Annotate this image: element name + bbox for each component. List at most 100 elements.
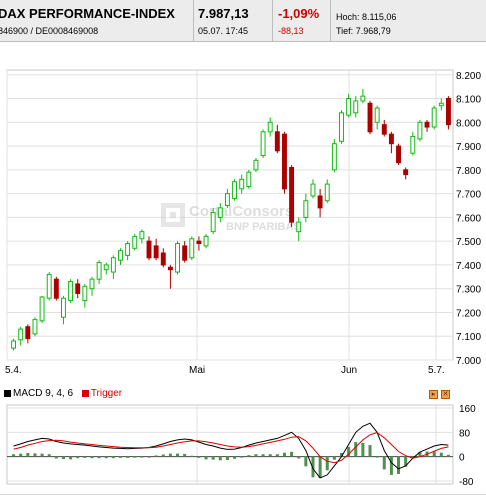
macd-histogram-bar bbox=[61, 456, 65, 460]
price-cell: 7.987,13 05.07. 17:45 bbox=[193, 0, 272, 41]
candle-up bbox=[303, 200, 309, 218]
x-tick-label: 5.4. bbox=[5, 365, 22, 376]
candle-up bbox=[438, 102, 444, 107]
macd-histogram-bar bbox=[147, 456, 151, 458]
price-tick-label: 7.700 bbox=[456, 190, 481, 201]
candle-up bbox=[374, 107, 380, 123]
candle-up bbox=[253, 159, 259, 171]
candle-up bbox=[103, 264, 109, 271]
macd-histogram-bar bbox=[247, 455, 251, 457]
candle-up bbox=[246, 171, 252, 187]
macd-histogram-bar bbox=[446, 454, 450, 457]
macd-histogram-bar bbox=[26, 453, 30, 457]
candle-down bbox=[317, 195, 323, 209]
candle-up bbox=[61, 297, 66, 318]
price-tick-label: 8.100 bbox=[456, 95, 481, 106]
macd-histogram-bar bbox=[83, 456, 87, 458]
price-grid bbox=[6, 69, 454, 361]
macd-histogram-bar bbox=[418, 452, 422, 457]
macd-histogram-bar bbox=[40, 453, 44, 457]
change-cell: -1,09% -88,13 bbox=[272, 0, 330, 41]
macd-swatch bbox=[4, 390, 11, 397]
candle-up bbox=[125, 243, 131, 256]
quote-datetime: 05.07. 17:45 bbox=[198, 26, 249, 36]
candle-up bbox=[296, 221, 302, 233]
candle-down bbox=[282, 133, 287, 190]
range-cell: Hoch: 8.115,06 Tief: 7.968,79 bbox=[330, 0, 486, 41]
candle-up bbox=[110, 257, 116, 273]
low-label: Tief: bbox=[336, 26, 354, 36]
macd-histogram-bar bbox=[318, 456, 322, 478]
watermark-line2: BNP PARIBAS bbox=[226, 221, 301, 233]
close-button[interactable]: ✕ bbox=[441, 390, 450, 399]
candle-up bbox=[32, 319, 38, 335]
trigger-line bbox=[13, 432, 449, 464]
candle-up bbox=[39, 296, 45, 322]
candle-down bbox=[381, 124, 387, 135]
candle-down bbox=[25, 326, 31, 340]
macd-histogram-bar bbox=[140, 456, 144, 458]
instrument-ids: 846900 / DE0008469008 bbox=[0, 26, 99, 36]
macd-histogram-bar bbox=[411, 456, 415, 458]
x-tick-label: 5.7. bbox=[428, 365, 445, 376]
candle-up bbox=[139, 231, 145, 240]
candle-down bbox=[396, 145, 401, 164]
macd-histogram-bar bbox=[176, 453, 180, 457]
candle-up bbox=[203, 235, 209, 247]
price-tick-label: 8.000 bbox=[456, 118, 481, 129]
macd-histogram-bar bbox=[183, 453, 187, 457]
macd-histogram-bar bbox=[347, 446, 351, 457]
macd-histogram-bar bbox=[268, 454, 272, 457]
macd-histogram-bar bbox=[218, 456, 222, 461]
candle-up bbox=[82, 285, 88, 302]
change-absolute: -88,13 bbox=[278, 26, 304, 36]
price-tick-label: 7.600 bbox=[456, 213, 481, 224]
candle-down bbox=[367, 102, 373, 133]
macd-histogram-bar bbox=[161, 454, 165, 457]
macd-histogram-bar bbox=[197, 456, 201, 458]
expand-button[interactable]: ▸ bbox=[429, 390, 438, 399]
candle-up bbox=[18, 328, 24, 341]
price-tick-label: 7.900 bbox=[456, 142, 481, 153]
macd-histogram-bar bbox=[233, 456, 237, 459]
candle-up bbox=[89, 278, 95, 290]
watermark-logo-cutout bbox=[166, 208, 180, 222]
candle-down bbox=[53, 278, 59, 299]
macd-histogram-bar bbox=[311, 456, 315, 478]
candle-up bbox=[417, 121, 423, 140]
macd-tick-label: 80 bbox=[459, 428, 471, 439]
watermark-logo-mark bbox=[161, 203, 185, 227]
candles bbox=[11, 89, 451, 351]
candle-up bbox=[410, 136, 416, 154]
candle-down bbox=[75, 283, 81, 294]
candle-up bbox=[346, 98, 352, 116]
macd-histogram-bar bbox=[111, 456, 115, 459]
macd-histogram-bar bbox=[12, 454, 16, 457]
macd-histogram-bar bbox=[297, 456, 301, 459]
candle-up bbox=[324, 183, 330, 202]
trigger-legend-label: Trigger bbox=[90, 388, 123, 399]
candle-up bbox=[267, 121, 273, 133]
price-tick-label: 8.200 bbox=[456, 71, 481, 82]
macd-lines bbox=[13, 422, 449, 479]
macd-tick-label: 0 bbox=[459, 453, 465, 464]
macd-axis: 160 80 0 -80 bbox=[459, 404, 476, 488]
price-axis: 7.000 7.100 7.200 7.300 7.400 7.500 7.600 7.700… bbox=[5, 71, 481, 376]
macd-histogram-bar bbox=[261, 454, 265, 457]
last-price: 7.987,13 bbox=[198, 6, 249, 21]
candle-up bbox=[118, 250, 123, 261]
macd-histogram bbox=[12, 442, 450, 478]
macd-histogram-bar bbox=[389, 456, 393, 475]
price-tick-label: 7.500 bbox=[456, 237, 481, 248]
candle-up bbox=[431, 107, 437, 128]
low-value: 7.968,79 bbox=[355, 26, 391, 36]
macd-histogram-bar bbox=[332, 456, 336, 460]
candle-up bbox=[175, 243, 180, 273]
instrument-title: DAX PERFORMANCE-INDEX bbox=[0, 6, 175, 21]
price-tick-label: 7.200 bbox=[456, 308, 481, 319]
macd-histogram-bar bbox=[19, 453, 23, 457]
x-tick-label: Mai bbox=[189, 365, 205, 376]
macd-histogram-bar bbox=[354, 442, 358, 457]
macd-histogram-bar bbox=[375, 456, 379, 458]
macd-histogram-bar bbox=[133, 456, 137, 458]
